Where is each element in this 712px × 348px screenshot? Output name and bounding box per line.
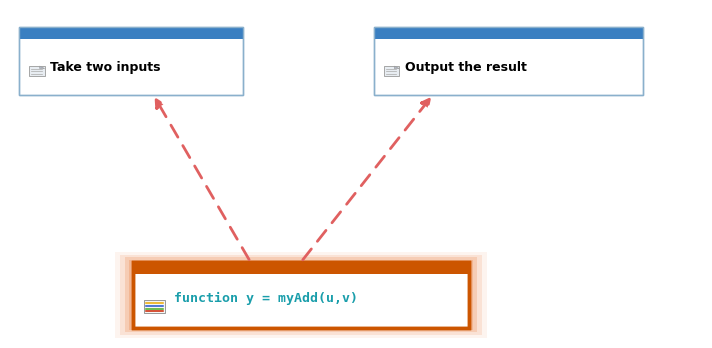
FancyBboxPatch shape — [125, 258, 477, 332]
FancyBboxPatch shape — [29, 66, 45, 76]
FancyBboxPatch shape — [120, 255, 482, 335]
FancyBboxPatch shape — [384, 66, 399, 76]
FancyBboxPatch shape — [115, 252, 487, 338]
Text: Take two inputs: Take two inputs — [51, 61, 161, 74]
Polygon shape — [40, 66, 45, 69]
Text: function y = myAdd(u,v): function y = myAdd(u,v) — [174, 292, 357, 304]
FancyBboxPatch shape — [19, 27, 243, 95]
FancyBboxPatch shape — [132, 262, 469, 274]
FancyBboxPatch shape — [144, 300, 165, 313]
Polygon shape — [394, 66, 399, 69]
FancyBboxPatch shape — [374, 27, 643, 95]
Text: Output the result: Output the result — [405, 61, 527, 74]
FancyBboxPatch shape — [132, 262, 469, 327]
FancyBboxPatch shape — [374, 27, 643, 39]
FancyBboxPatch shape — [19, 27, 243, 39]
FancyBboxPatch shape — [129, 260, 473, 330]
